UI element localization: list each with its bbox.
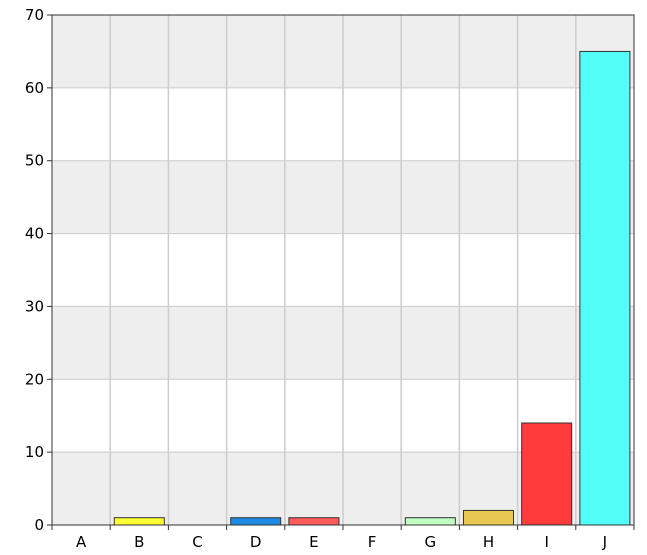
x-tick-label: G (424, 533, 436, 551)
y-tick-label: 20 (25, 370, 44, 388)
x-axis: A B C D E F G H I J (51, 525, 635, 551)
y-tick-label: 50 (25, 152, 44, 170)
y-tick-label: 10 (25, 443, 44, 461)
y-tick-label: 0 (34, 516, 44, 534)
bar-e (288, 517, 340, 526)
x-tick-label: C (192, 533, 202, 551)
x-tick-label: H (483, 533, 494, 551)
bar-i (521, 422, 573, 526)
x-tick-label: I (544, 533, 548, 551)
y-axis: 0 10 20 30 40 50 60 70 (25, 6, 52, 534)
x-tick-label: B (134, 533, 144, 551)
x-tick-label: E (309, 533, 318, 551)
x-tick-label: F (368, 533, 377, 551)
bar-j (579, 50, 631, 526)
bar-g (404, 517, 456, 526)
x-tick-label: A (76, 533, 87, 551)
x-tick-label: D (250, 533, 262, 551)
y-tick-label: 30 (25, 297, 44, 315)
y-tick-label: 70 (25, 6, 44, 24)
bar-h (462, 509, 515, 526)
bar-b (113, 517, 165, 526)
bars (113, 50, 631, 526)
x-tick-label: J (602, 533, 607, 551)
y-tick-label: 40 (25, 225, 44, 243)
bar-d (230, 517, 282, 526)
y-tick-label: 60 (25, 79, 44, 97)
